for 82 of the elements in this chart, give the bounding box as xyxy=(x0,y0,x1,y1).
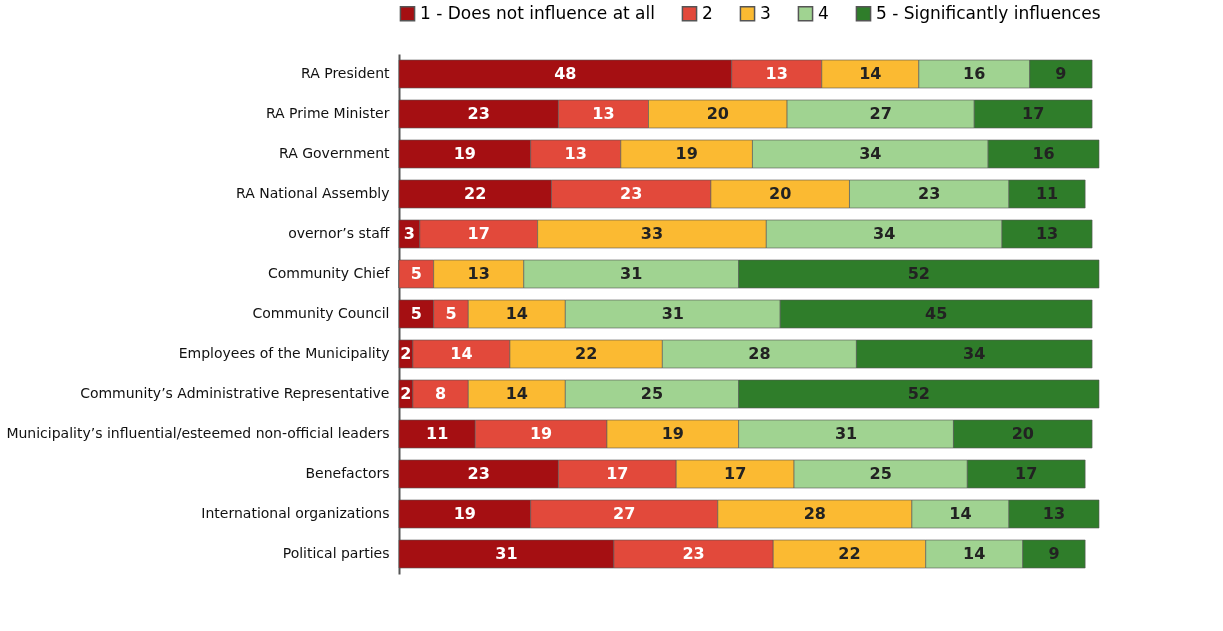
data-label: 2 xyxy=(400,344,412,363)
y-tick-label: Political parties xyxy=(282,545,390,561)
legend-label: 4 xyxy=(818,2,829,23)
data-label: 52 xyxy=(907,384,930,403)
y-tick-label: Benefactors xyxy=(305,465,390,481)
data-label: 14 xyxy=(949,504,972,523)
data-label: 14 xyxy=(450,344,473,363)
data-label: 9 xyxy=(1048,544,1060,563)
data-label: 16 xyxy=(963,64,986,83)
legend-label: 5 - Significantly influences xyxy=(876,2,1101,23)
data-label: 17 xyxy=(724,464,747,483)
data-label: 31 xyxy=(495,544,518,563)
data-label: 13 xyxy=(564,144,587,163)
data-label: 3 xyxy=(403,224,415,243)
data-label: 19 xyxy=(675,144,698,163)
y-tick-label: RA Government xyxy=(279,145,391,161)
data-label: 31 xyxy=(620,264,643,283)
data-label: 25 xyxy=(640,384,664,403)
data-label: 9 xyxy=(1055,64,1067,83)
data-label: 45 xyxy=(925,304,948,323)
data-label: 14 xyxy=(505,384,528,403)
data-label: 27 xyxy=(869,104,892,123)
data-label: 14 xyxy=(505,304,528,323)
y-tick-label: overnor’s staff xyxy=(288,225,390,241)
data-label: 14 xyxy=(963,544,986,563)
data-label: 17 xyxy=(1022,104,1045,123)
data-label: 5 xyxy=(410,264,422,283)
data-label: 13 xyxy=(592,104,615,123)
data-label: 22 xyxy=(838,544,861,563)
y-tick-label: Community Council xyxy=(252,305,390,321)
y-tick-label: Municipality’s influential/esteemed non-official leaders xyxy=(6,425,390,441)
legend-label: 1 - Does not influence at all xyxy=(420,2,655,23)
data-label: 19 xyxy=(529,424,553,443)
data-label: 23 xyxy=(467,104,490,123)
data-label: 20 xyxy=(706,104,729,123)
data-label: 28 xyxy=(748,344,771,363)
y-tick-label: Employees of the Municipality xyxy=(178,345,390,361)
data-label: 2 xyxy=(400,384,412,403)
data-label: 13 xyxy=(765,64,788,83)
data-label: 22 xyxy=(464,184,487,203)
data-label: 17 xyxy=(467,224,490,243)
data-label: 25 xyxy=(869,464,892,483)
data-label: 17 xyxy=(606,464,629,483)
data-label: 31 xyxy=(661,304,684,323)
data-label: 13 xyxy=(1042,504,1066,523)
y-tick-label: Community’s Administrative Representative xyxy=(80,385,390,401)
data-label: 5 xyxy=(445,304,457,323)
data-label: 5 xyxy=(410,304,422,323)
y-tick-label: Community Chief xyxy=(267,265,391,281)
legend-label: 2 xyxy=(702,2,713,23)
data-label: 34 xyxy=(873,224,896,243)
data-label: 16 xyxy=(1032,144,1055,163)
data-label: 23 xyxy=(467,464,490,483)
data-label: 19 xyxy=(453,504,476,523)
data-label: 20 xyxy=(1011,424,1034,443)
data-label: 11 xyxy=(425,424,449,443)
data-label: 34 xyxy=(859,144,882,163)
data-label: 23 xyxy=(620,184,643,203)
data-label: 14 xyxy=(859,64,882,83)
data-label: 33 xyxy=(640,224,664,243)
y-tick-label: RA President xyxy=(301,65,390,81)
y-tick-label: RA Prime Minister xyxy=(265,105,390,121)
data-label: 17 xyxy=(1015,464,1038,483)
data-label: 23 xyxy=(682,544,705,563)
legend-label: 3 xyxy=(760,2,771,23)
data-label: 11 xyxy=(1035,184,1059,203)
data-label: 48 xyxy=(554,64,577,83)
data-label: 23 xyxy=(918,184,941,203)
data-label: 34 xyxy=(963,344,986,363)
data-label: 22 xyxy=(575,344,598,363)
y-tick-label: RA National Assembly xyxy=(236,185,390,201)
data-label: 20 xyxy=(769,184,792,203)
data-label: 13 xyxy=(467,264,490,283)
data-label: 19 xyxy=(453,144,476,163)
y-tick-label: International organizations xyxy=(201,505,390,521)
data-label: 27 xyxy=(613,504,636,523)
data-label: 52 xyxy=(907,264,930,283)
data-label: 28 xyxy=(803,504,826,523)
data-label: 19 xyxy=(661,424,684,443)
data-label: 13 xyxy=(1035,224,1059,243)
data-label: 8 xyxy=(435,384,447,403)
data-label: 31 xyxy=(834,424,858,443)
